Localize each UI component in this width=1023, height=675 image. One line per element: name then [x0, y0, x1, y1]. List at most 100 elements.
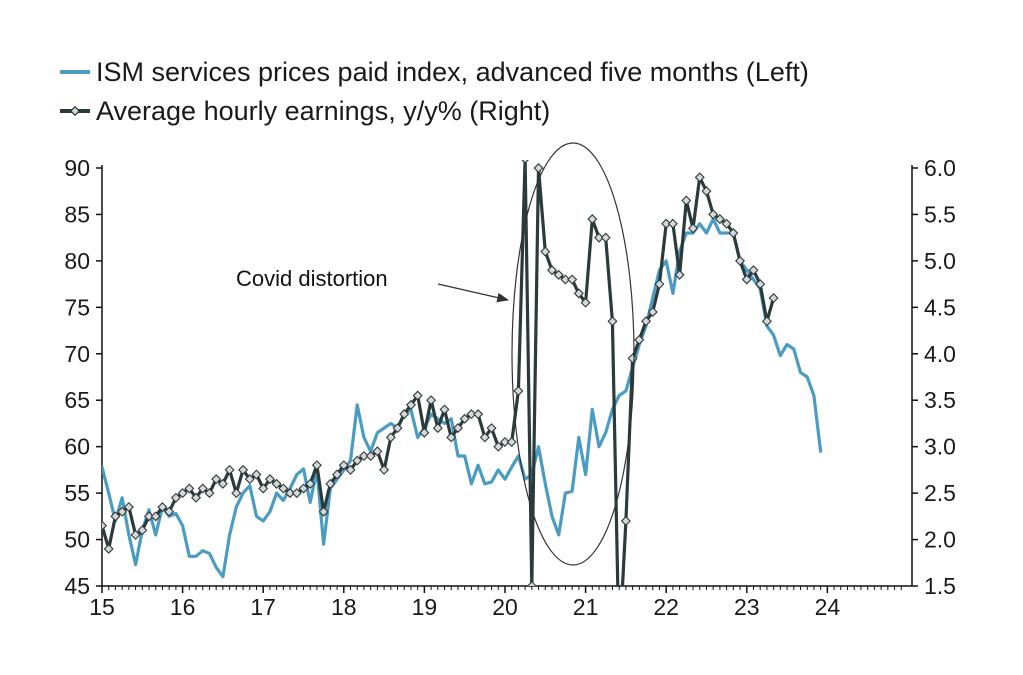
y-right-tick-label: 4.5 [924, 294, 956, 320]
ahe-point-marker [593, 232, 605, 243]
ahe-point-marker [412, 390, 423, 401]
ahe-point-marker [399, 409, 410, 420]
x-tick-label: 20 [492, 594, 518, 620]
ahe-point-marker [358, 450, 369, 462]
ahe-point-marker [600, 232, 611, 243]
ahe-point-marker [580, 297, 591, 308]
ahe-point-marker [667, 218, 678, 229]
ahe-point-marker [520, 160, 531, 164]
ahe-point-marker [452, 423, 463, 434]
ahe-point-marker [439, 404, 450, 415]
ahe-point-marker [244, 474, 255, 485]
ahe-point-marker [137, 525, 148, 536]
ahe-point-marker [681, 195, 692, 206]
ahe-point-marker [157, 502, 168, 513]
ahe-point-marker [755, 279, 766, 290]
ahe-point-marker [211, 474, 222, 485]
ahe-point-marker [238, 464, 249, 475]
ahe-point-marker [459, 413, 470, 424]
ahe-point-marker [694, 172, 705, 183]
ahe-point-marker [305, 478, 316, 489]
ahe-point-marker [553, 269, 564, 280]
ahe-point-marker [479, 432, 490, 443]
ahe-point-marker [177, 488, 188, 499]
ahe-point-marker [372, 446, 383, 457]
ahe-point-marker [748, 265, 759, 276]
ahe-point-marker [540, 246, 551, 257]
y-right-tick-label: 2.0 [924, 527, 956, 553]
ahe-point-marker [258, 483, 269, 494]
ahe-point-marker [741, 274, 752, 285]
y-right-tick-label: 2.5 [924, 480, 956, 506]
ahe-point-marker [392, 423, 403, 434]
ahe-point-marker [419, 427, 430, 438]
y-left-tick-label: 50 [64, 527, 90, 553]
ahe-point-marker [499, 436, 510, 448]
ahe-point-marker [338, 460, 349, 471]
ahe-point-marker [184, 483, 195, 494]
y-right-tick-label: 4.0 [924, 341, 956, 367]
ahe-point-marker [426, 395, 437, 406]
legend-item-ism: ISM services prices paid index, advanced… [60, 57, 809, 87]
ahe-point-marker [486, 423, 497, 434]
y-left-tick-label: 65 [64, 387, 90, 413]
ahe-point-marker [506, 436, 517, 448]
ahe-point-marker [473, 409, 484, 420]
y-right-tick-label: 3.5 [924, 387, 956, 413]
ahe-point-marker [654, 279, 665, 290]
y-left-tick-label: 80 [64, 248, 90, 274]
series-line-ism [102, 217, 823, 579]
ahe-point-marker [170, 492, 181, 503]
x-tick-label: 18 [331, 594, 357, 620]
y-left-tick-label: 90 [64, 155, 90, 181]
series-markers-ahe [102, 160, 779, 586]
y-left-tick-label: 75 [64, 294, 90, 320]
ahe-point-marker [405, 399, 416, 410]
x-tick-label: 21 [573, 594, 599, 620]
ahe-point-marker [143, 511, 155, 522]
ahe-point-marker [620, 515, 631, 526]
covid-ellipse [511, 142, 635, 566]
ahe-point-marker [526, 581, 537, 586]
ahe-point-marker [345, 464, 356, 475]
legend-item-ahe: Average hourly earnings, y/y% (Right) [60, 96, 550, 126]
ahe-point-marker [513, 385, 524, 396]
ahe-point-marker [446, 432, 457, 443]
ahe-point-marker [728, 228, 739, 239]
y-left-tick-label: 70 [64, 341, 90, 367]
ahe-point-marker [768, 293, 779, 304]
ahe-point-marker [674, 269, 685, 280]
ahe-point-marker [164, 506, 175, 517]
ahe-point-marker [278, 483, 289, 494]
y-axis-right-ticks: 6.0 5.5 5.0 4.5 4.0 3.5 3.0 2.5 2.0 1.5 [912, 155, 956, 599]
ahe-point-marker [533, 163, 544, 174]
ahe-point-marker [291, 488, 302, 499]
ahe-point-marker [224, 464, 235, 475]
ahe-point-marker [123, 501, 134, 513]
ahe-point-marker [352, 455, 363, 466]
x-tick-label: 16 [170, 594, 196, 620]
ahe-point-marker [117, 506, 128, 517]
ahe-point-marker [365, 450, 376, 462]
ahe-point-marker [197, 483, 208, 494]
x-tick-label: 15 [89, 594, 115, 620]
y-right-tick-label: 3.0 [924, 434, 956, 460]
y-left-tick-label: 60 [64, 434, 90, 460]
x-tick-label: 17 [250, 594, 276, 620]
y-left-tick-label: 45 [64, 573, 90, 599]
legend-label-ahe: Average hourly earnings, y/y% (Right) [96, 96, 550, 126]
y-right-tick-label: 5.5 [924, 201, 956, 227]
ahe-point-marker [647, 306, 658, 318]
annotation-label: Covid distortion [236, 266, 388, 291]
ahe-point-marker [466, 409, 477, 420]
y-right-tick-label: 5.0 [924, 248, 956, 274]
ahe-point-marker [761, 316, 772, 327]
ahe-point-marker [634, 334, 645, 345]
ahe-point-marker [217, 478, 228, 489]
x-tick-label: 19 [412, 594, 438, 620]
ahe-point-marker [102, 520, 108, 531]
y-right-tick-label: 1.5 [924, 573, 956, 599]
ahe-point-marker [204, 488, 215, 499]
